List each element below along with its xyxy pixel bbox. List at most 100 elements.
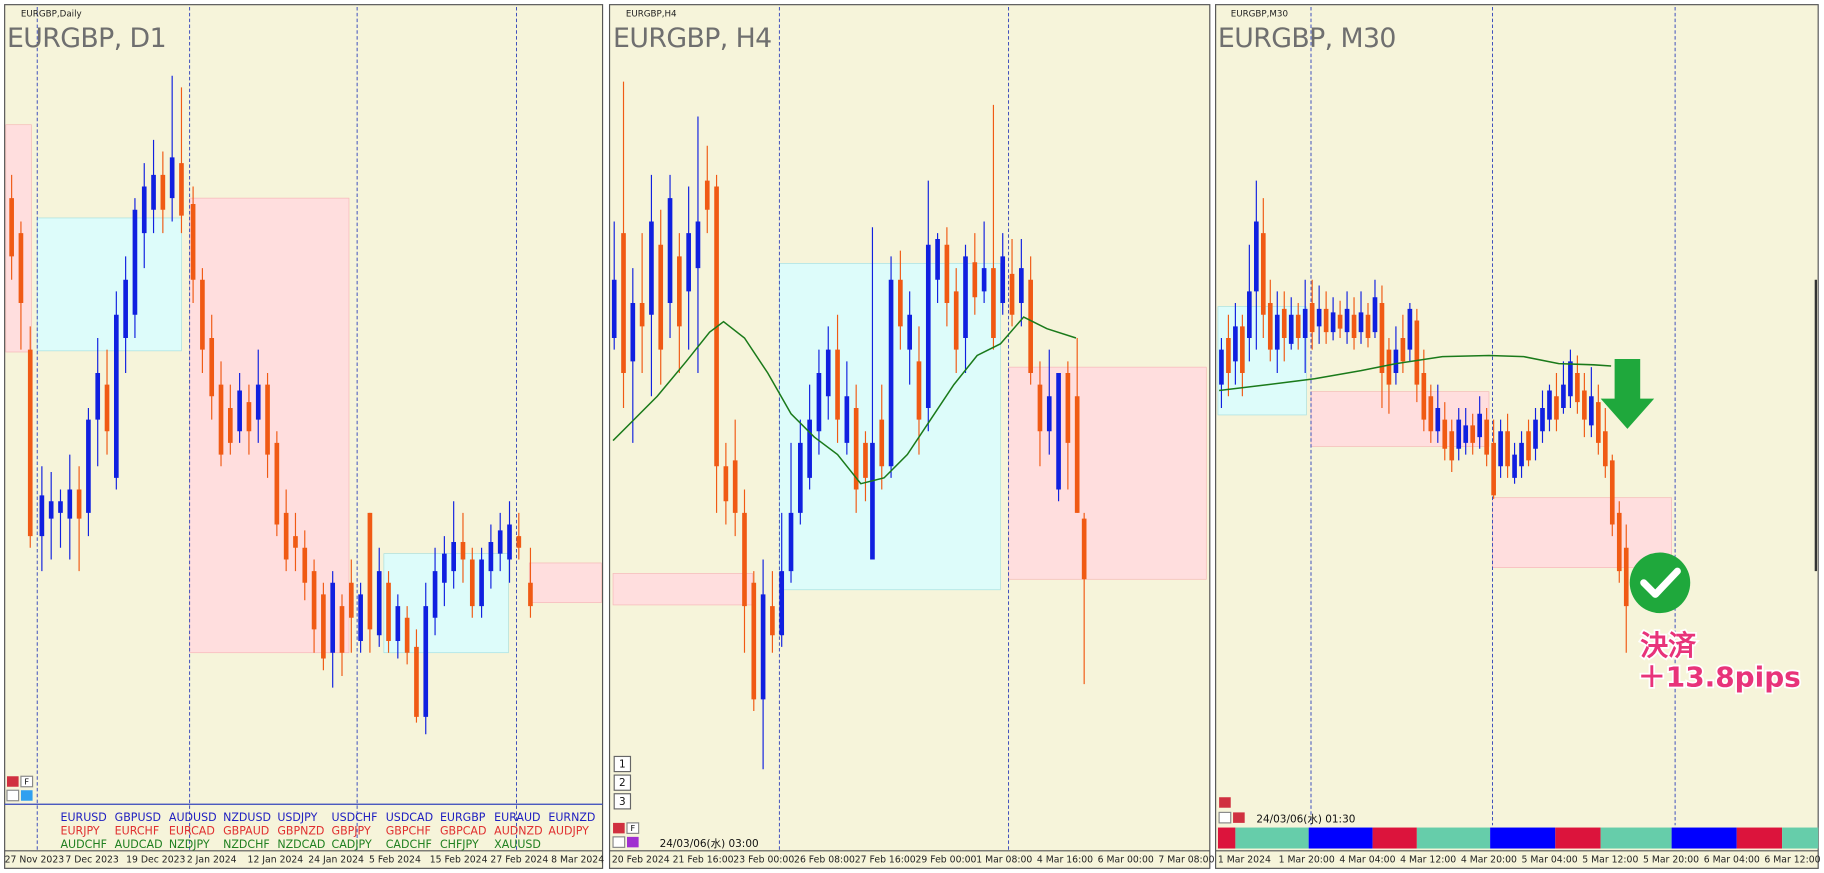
button[interactable] — [626, 822, 640, 834]
zone — [36, 217, 182, 352]
time-label: 4 Mar 20:00 — [1461, 855, 1517, 866]
time-label: 1 Mar 2024 — [1218, 855, 1271, 866]
zone — [612, 573, 753, 606]
bar-segment — [1490, 827, 1556, 849]
symbol-link[interactable]: XAUUSD — [494, 838, 541, 851]
symbol-link[interactable]: NZDJPY — [169, 838, 210, 851]
candle-bodies — [39, 157, 512, 717]
period-separator — [778, 6, 1010, 851]
chart-title: EURGBP, D1 — [7, 23, 166, 54]
time-label: 7 Mar 08:00 — [1158, 855, 1214, 866]
time-label: 4 Mar 04:00 — [1339, 855, 1395, 866]
symbol-link[interactable]: GBPUSD — [115, 811, 161, 824]
symbol-link[interactable]: GBPJPY — [332, 825, 371, 838]
symbol-link[interactable]: USDCHF — [332, 811, 378, 824]
button[interactable] — [612, 836, 626, 848]
symbol-link[interactable]: GBPAUD — [223, 825, 269, 838]
button[interactable] — [613, 822, 625, 834]
timestamp: 24/03/06(水) 03:00 — [660, 838, 759, 850]
chart-title: EURGBP, H4 — [613, 23, 772, 54]
time-label: 2 Jan 2024 — [187, 855, 237, 866]
small-title: EURGBP,Daily — [21, 9, 82, 19]
time-label: 1 Mar 08:00 — [976, 855, 1032, 866]
symbol-link[interactable]: CHFJPY — [440, 838, 479, 851]
bar-segment — [1736, 827, 1783, 849]
bar-segment — [1372, 827, 1417, 849]
bar-segment — [1555, 827, 1601, 849]
small-title: EURGBP,H4 — [626, 9, 677, 19]
button[interactable] — [627, 836, 639, 848]
symbol-link[interactable]: NZDUSD — [223, 811, 271, 824]
symbol-link[interactable]: CADJPY — [332, 838, 372, 851]
button[interactable] — [1218, 811, 1232, 824]
sell-arrow — [1600, 358, 1655, 429]
symbol-link[interactable]: EURUSD — [60, 811, 106, 824]
time-label: 27 Feb 16:00 — [855, 855, 916, 866]
symbol-link[interactable]: GBPCAD — [440, 825, 487, 838]
time-label: 1 Mar 20:00 — [1279, 855, 1335, 866]
symbol-link[interactable]: EURCAD — [169, 825, 215, 838]
symbol-link[interactable]: AUDCHF — [60, 838, 106, 851]
symbol-link[interactable]: AUDUSD — [169, 811, 217, 824]
button[interactable] — [6, 776, 19, 787]
button[interactable] — [1233, 812, 1245, 823]
symbol-link[interactable]: EURGBP — [440, 811, 486, 824]
candle-bodies — [611, 198, 1061, 700]
time-label: 15 Feb 2024 — [430, 855, 488, 866]
symbol-link[interactable]: EURJPY — [60, 825, 99, 838]
bar-segment — [1671, 827, 1737, 849]
zone — [1492, 497, 1672, 568]
time-label: 19 Dec 2023 — [126, 855, 185, 866]
symbol-link[interactable]: CADCHF — [386, 838, 432, 851]
check-mark — [1640, 567, 1681, 598]
button[interactable] — [613, 755, 632, 773]
time-label: 6 Mar 12:00 — [1764, 855, 1820, 866]
candle-bodies — [1226, 233, 1629, 607]
button[interactable] — [613, 774, 632, 791]
button[interactable] — [20, 775, 34, 788]
symbol-link[interactable]: NZDCHF — [223, 838, 270, 851]
time-label: 4 Mar 16:00 — [1037, 855, 1093, 866]
time-label: 4 Mar 12:00 — [1400, 855, 1456, 866]
panel-frame — [1215, 4, 1819, 869]
button[interactable] — [1219, 797, 1231, 808]
symbol-link[interactable]: NZDCAD — [277, 838, 325, 851]
check-icon — [1629, 552, 1691, 614]
moving-average — [612, 316, 1077, 485]
bar-segment — [1235, 827, 1309, 849]
symbol-link[interactable]: EURAUD — [494, 811, 540, 824]
button[interactable] — [20, 790, 33, 801]
symbol-link[interactable]: USDCAD — [386, 811, 433, 824]
symbol-link[interactable]: AUDNZD — [494, 825, 542, 838]
moving-average — [1219, 354, 1612, 392]
time-label: 20 Feb 2024 — [612, 855, 670, 866]
symbol-link[interactable]: GBPNZD — [277, 825, 324, 838]
time-label: 5 Mar 12:00 — [1582, 855, 1638, 866]
button-label: 1 — [619, 759, 626, 771]
symbol-link[interactable]: GBPCHF — [386, 825, 431, 838]
symbol-link[interactable]: AUDJPY — [548, 825, 589, 838]
button-label: 3 — [619, 796, 626, 808]
button[interactable] — [6, 789, 20, 802]
symbol-link[interactable]: EURNZD — [548, 811, 595, 824]
time-label: 5 Mar 20:00 — [1643, 855, 1699, 866]
time-label: 29 Feb 00:00 — [915, 855, 976, 866]
button-label: F — [630, 823, 635, 833]
bar-segment — [1600, 827, 1672, 849]
button-label: F — [24, 777, 29, 787]
time-label: 21 Feb 16:00 — [673, 855, 734, 866]
zone — [1310, 391, 1490, 447]
symbol-link[interactable]: USDJPY — [277, 811, 317, 824]
button[interactable] — [613, 793, 632, 810]
chart-panel: F 1 2 3 24/03/06(水) 03:00 EURGBP,H4 EURGBP… — [608, 4, 1211, 869]
bar-segment — [1308, 827, 1373, 849]
time-label: 6 Mar 04:00 — [1704, 855, 1760, 866]
color-bar — [1217, 827, 1819, 849]
zone — [528, 562, 602, 603]
time-label: 26 Feb 08:00 — [794, 855, 855, 866]
symbol-link[interactable]: AUDCAD — [115, 838, 163, 851]
small-title: EURGBP,M30 — [1231, 9, 1288, 19]
symbol-link[interactable]: EURCHF — [115, 825, 160, 838]
button-group: 1 2 3 — [613, 755, 632, 810]
